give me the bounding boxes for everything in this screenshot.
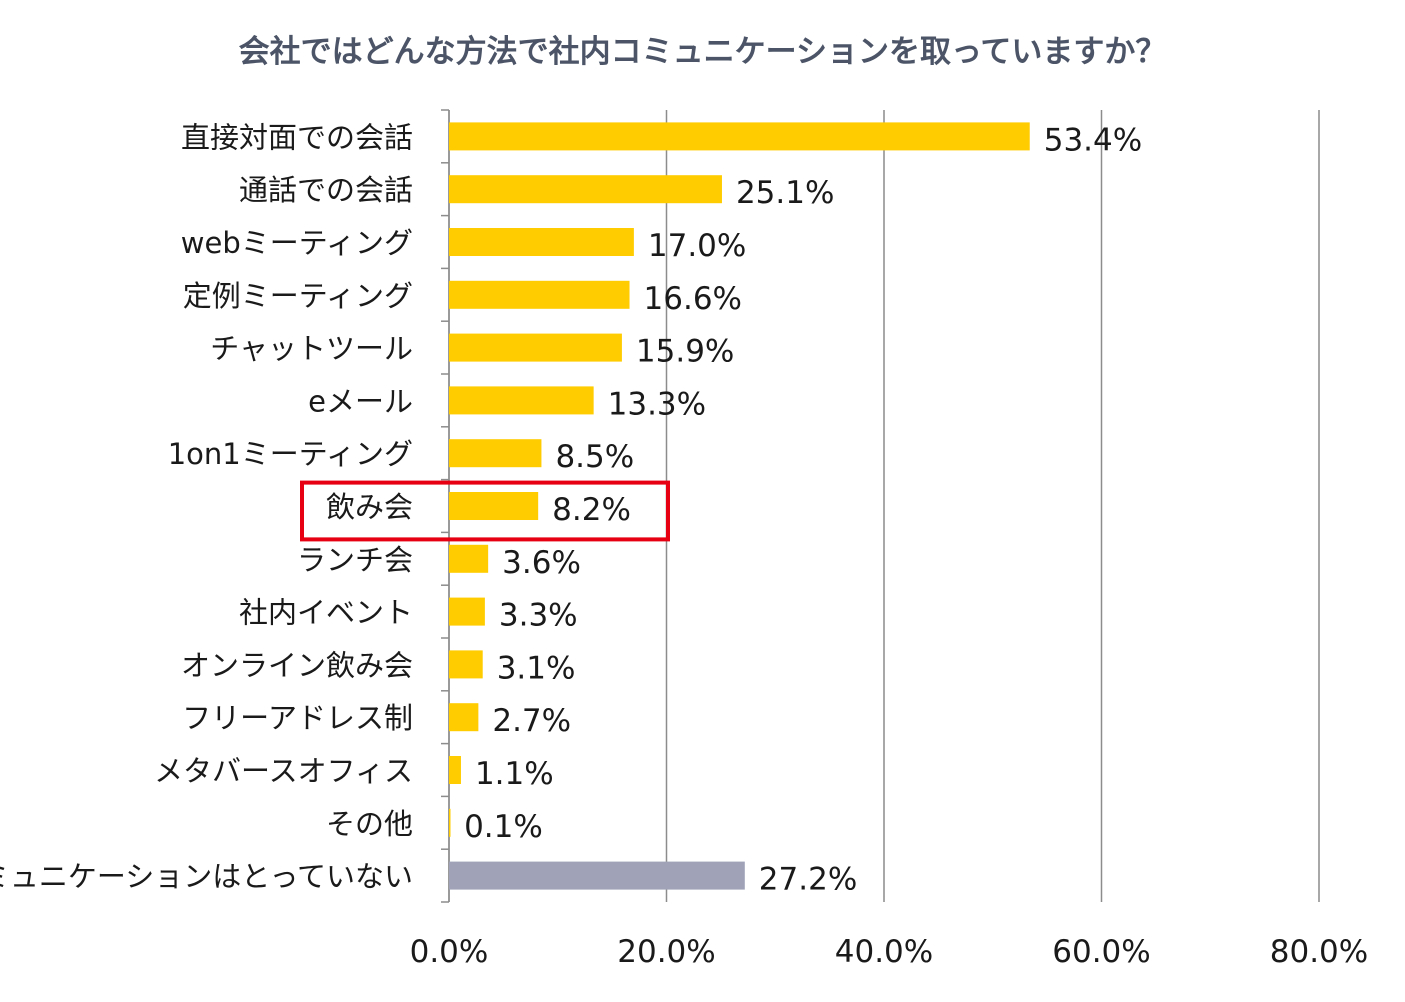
- bar: [449, 333, 622, 362]
- x-tick-label: 0.0%: [410, 934, 489, 970]
- bar: [449, 122, 1030, 151]
- category-label: 社内イベント: [239, 596, 413, 630]
- category-label: webミーティング: [181, 226, 413, 260]
- chart-title: 会社ではどんな方法で社内コミュニケーションを取っていますか？: [238, 34, 1167, 70]
- data-label: 8.2%: [552, 492, 631, 528]
- x-tick-label: 40.0%: [835, 934, 933, 970]
- bar: [449, 492, 539, 520]
- highlight-box: [300, 480, 670, 542]
- category-label: 1on1ミーティング: [168, 437, 413, 471]
- bar: [449, 439, 542, 468]
- data-label: 1.1%: [475, 756, 554, 792]
- data-label: 17.0%: [648, 228, 746, 264]
- category-label: チャットツール: [210, 332, 413, 366]
- category-label: ランチ会: [297, 543, 413, 577]
- x-tick-label: 80.0%: [1270, 934, 1368, 970]
- data-label: 27.2%: [759, 862, 857, 898]
- data-label: 16.6%: [644, 281, 742, 317]
- category-label: 定例ミーティング: [183, 279, 413, 313]
- bar: [449, 175, 722, 204]
- category-label: 通話での会話: [239, 173, 413, 207]
- data-label: 0.1%: [464, 809, 543, 845]
- category-label: 直接対面での会話: [181, 120, 413, 154]
- category-label: コミュニケーションはとっていない: [0, 860, 413, 894]
- data-label: 3.1%: [497, 650, 576, 686]
- bar: [449, 703, 479, 732]
- category-label: eメール: [308, 384, 413, 418]
- bar: [449, 808, 451, 837]
- bar: [449, 228, 634, 256]
- data-label: 2.7%: [492, 703, 571, 739]
- category-label: オンライン飲み会: [181, 648, 413, 682]
- category-label: 飲み会: [326, 490, 413, 524]
- bar: [449, 861, 745, 890]
- x-tick-label: 60.0%: [1052, 934, 1150, 970]
- data-label: 15.9%: [636, 334, 734, 370]
- bar: [449, 650, 483, 679]
- data-label: 13.3%: [608, 386, 706, 422]
- data-label: 25.1%: [736, 175, 834, 211]
- data-label: 3.6%: [502, 545, 581, 581]
- data-label: 53.4%: [1044, 122, 1142, 158]
- bar: [449, 597, 485, 626]
- category-label: メタバースオフィス: [154, 754, 413, 788]
- data-label: 3.3%: [499, 598, 578, 634]
- bar: [449, 544, 489, 573]
- bar: [449, 756, 461, 784]
- category-label: その他: [326, 807, 413, 841]
- category-label: フリーアドレス制: [182, 701, 413, 735]
- data-label: 8.5%: [555, 439, 634, 475]
- x-tick-label: 20.0%: [617, 934, 715, 970]
- bar: [449, 280, 630, 309]
- bar: [449, 386, 594, 415]
